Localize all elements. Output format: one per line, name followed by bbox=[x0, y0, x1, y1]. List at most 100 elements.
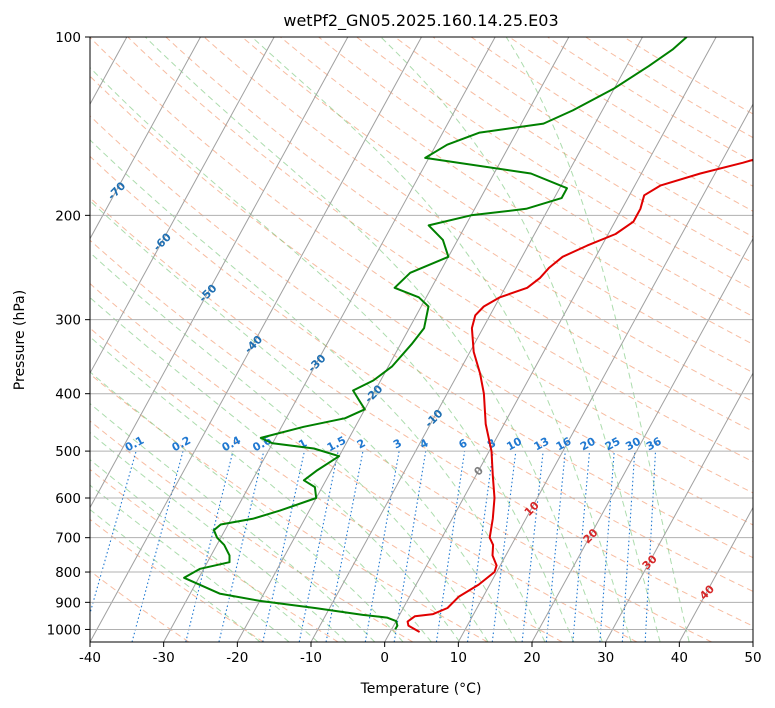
mixing-ratio-line bbox=[435, 451, 466, 642]
isotherm-label: -60 bbox=[151, 230, 174, 253]
isotherm-line bbox=[310, 37, 643, 642]
isotherm-label: -10 bbox=[422, 407, 445, 430]
moist-adiabat bbox=[251, 37, 632, 642]
y-tick-label: 900 bbox=[55, 595, 81, 611]
moist-adiabat bbox=[90, 296, 461, 642]
mixing-ratio-line bbox=[90, 450, 137, 616]
dry-adiabat bbox=[90, 468, 339, 642]
moist-adiabat bbox=[505, 37, 690, 642]
isotherm-label: -80 bbox=[59, 128, 82, 151]
x-axis-label: Temperature (°C) bbox=[360, 681, 482, 697]
y-tick-label: 300 bbox=[55, 313, 81, 329]
x-tick-label: -30 bbox=[153, 650, 175, 666]
y-tick-label: 600 bbox=[55, 491, 81, 507]
mixing-ratio-label: 3 bbox=[391, 436, 404, 451]
dry-adiabat bbox=[90, 115, 753, 559]
mixing-ratio-label: 36 bbox=[644, 435, 664, 454]
y-tick-label: 700 bbox=[55, 531, 81, 547]
mixing-ratio-label: 2 bbox=[355, 436, 368, 451]
mixing-ratio-line bbox=[466, 451, 494, 642]
mixing-ratio-line bbox=[491, 451, 517, 642]
isotherm-label: 40 bbox=[697, 582, 717, 602]
isotherm-label: -20 bbox=[362, 382, 385, 405]
x-tick-label: -10 bbox=[300, 650, 322, 666]
mixing-ratio-label: 13 bbox=[532, 435, 552, 454]
chart-title: wetPf2_GN05.2025.160.14.25.E03 bbox=[283, 11, 558, 31]
mixing-ratio-line bbox=[521, 451, 544, 642]
sounding-traces bbox=[183, 37, 753, 633]
isotherm-label: -90 bbox=[14, 77, 37, 100]
mixing-ratio-line bbox=[621, 451, 636, 642]
isotherm-line bbox=[531, 237, 753, 642]
background-lines bbox=[90, 37, 753, 642]
mixing-ratio-line bbox=[298, 450, 339, 642]
mixing-ratio-label: 10 bbox=[504, 435, 524, 454]
mixing-ratio-label: 6 bbox=[457, 436, 470, 451]
mixing-ratio-label: 20 bbox=[578, 435, 598, 454]
y-tick-label: 800 bbox=[55, 565, 81, 581]
y-tick-label: 200 bbox=[55, 208, 81, 224]
moist-adiabat bbox=[90, 336, 432, 642]
y-axis-label: Pressure (hPa) bbox=[12, 290, 28, 390]
mixing-ratio-line bbox=[393, 451, 427, 642]
x-tick-label: 10 bbox=[450, 650, 467, 666]
mixing-ratio-label: 4 bbox=[418, 436, 431, 451]
isotherm-label: -70 bbox=[105, 179, 128, 202]
dry-adiabat bbox=[90, 37, 753, 494]
mixing-ratio-line bbox=[185, 450, 234, 642]
isotherm-line bbox=[90, 37, 201, 240]
mixing-ratio-label: 25 bbox=[603, 435, 623, 454]
isotherm-line bbox=[236, 37, 570, 642]
isotherm-line bbox=[605, 372, 753, 642]
mixing-ratio-line bbox=[131, 450, 184, 642]
isotherm-label: 20 bbox=[581, 526, 601, 546]
x-tick-label: 30 bbox=[597, 650, 614, 666]
x-tick-label: 20 bbox=[523, 650, 540, 666]
x-tick-label: 0 bbox=[380, 650, 389, 666]
isotherm-label: -40 bbox=[242, 333, 265, 356]
dry-adiabat bbox=[623, 37, 753, 115]
dry-adiabat bbox=[90, 239, 712, 642]
mixing-ratio-line bbox=[218, 450, 265, 642]
isotherm-line bbox=[90, 37, 349, 509]
x-tick-label: -40 bbox=[79, 650, 101, 666]
x-tick-label: 40 bbox=[671, 650, 688, 666]
moist-adiabat bbox=[90, 66, 575, 642]
dry-adiabat bbox=[90, 327, 563, 642]
moist-adiabat bbox=[144, 37, 603, 642]
dry-adiabat bbox=[356, 37, 753, 290]
moist-adiabat bbox=[90, 431, 347, 642]
isotherm-label: -30 bbox=[305, 351, 328, 374]
mixing-ratio-label: 30 bbox=[623, 435, 643, 454]
dry-adiabat bbox=[165, 37, 753, 432]
dry-adiabat bbox=[90, 373, 488, 642]
isotherm-line bbox=[457, 103, 753, 642]
y-tick-label: 100 bbox=[55, 30, 81, 46]
moist-adiabat bbox=[90, 459, 319, 642]
dewpoint-trace bbox=[183, 37, 688, 630]
dry-adiabat bbox=[241, 37, 753, 374]
axes: -40 -30 -20 -10 0 10 20 30 40 5010020030040050060… bbox=[47, 30, 762, 666]
mixing-ratio-line bbox=[262, 450, 305, 642]
dry-adiabat bbox=[90, 570, 190, 642]
mixing-ratio-label: 16 bbox=[554, 435, 574, 454]
moist-adiabat bbox=[90, 251, 489, 642]
y-tick-label: 1000 bbox=[47, 622, 81, 638]
isotherm-label: -50 bbox=[196, 281, 219, 304]
x-tick-label: 50 bbox=[744, 650, 761, 666]
isotherm-label: 10 bbox=[522, 499, 542, 519]
dry-adiabat bbox=[280, 37, 753, 345]
dry-adiabat bbox=[90, 75, 753, 526]
dry-adiabat bbox=[394, 37, 753, 264]
isotherm-label: 30 bbox=[640, 552, 660, 572]
y-tick-label: 400 bbox=[55, 387, 81, 403]
dry-adiabat bbox=[203, 37, 753, 403]
moist-adiabat bbox=[90, 139, 546, 642]
mixing-ratio-line bbox=[545, 451, 566, 642]
isotherm-label: 0 bbox=[471, 464, 486, 479]
isotherm-line bbox=[163, 37, 496, 642]
temperature-trace bbox=[406, 158, 753, 633]
isotherm-line bbox=[752, 640, 753, 642]
dry-adiabat bbox=[90, 518, 264, 642]
dry-adiabat bbox=[585, 37, 753, 139]
